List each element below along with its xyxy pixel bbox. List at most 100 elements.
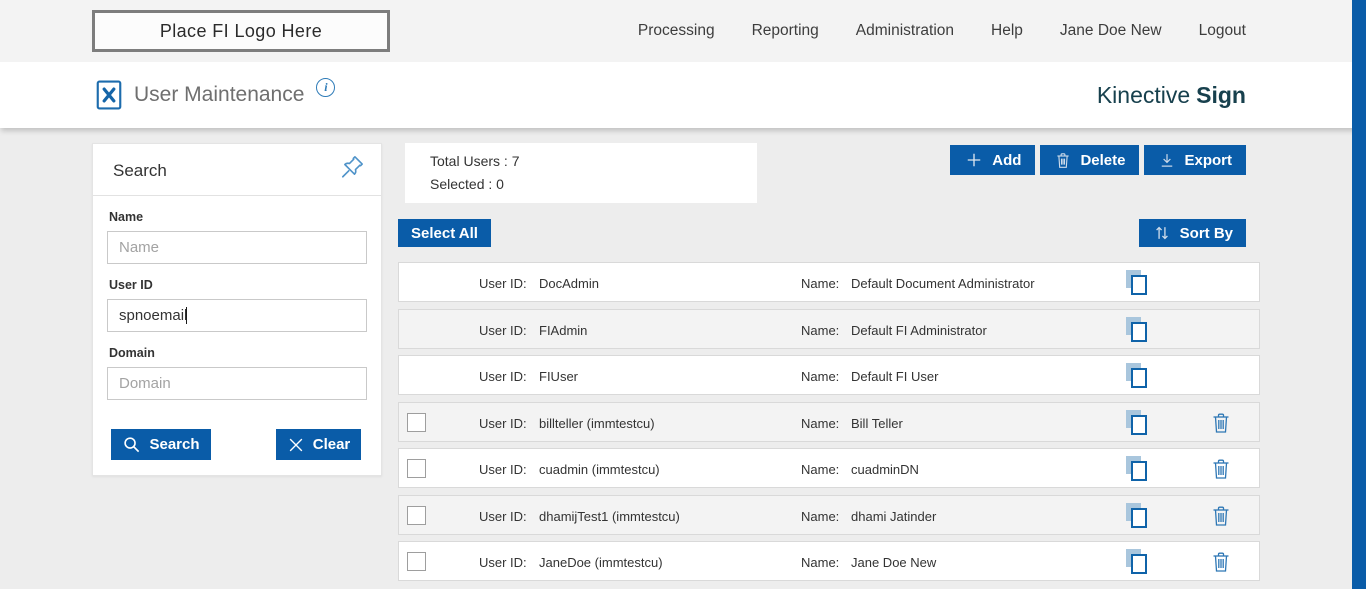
selected-value: 0 — [496, 176, 504, 192]
user-name-value: Default FI Administrator — [851, 322, 987, 338]
total-users-label: Total Users : — [430, 153, 508, 169]
nav-item-user-name[interactable]: Jane Doe New — [1059, 22, 1162, 39]
text-caret — [186, 307, 187, 324]
top-bar: Place FI Logo Here Processing Reporting … — [0, 0, 1366, 62]
user-id-value: FIAdmin — [539, 322, 588, 338]
sort-arrows-icon — [1152, 223, 1172, 243]
nav-item-administration[interactable]: Administration — [855, 22, 955, 39]
select-all-button[interactable]: Select All — [398, 219, 491, 247]
brand-bold: Sign — [1196, 81, 1246, 108]
copy-icon-front — [1131, 414, 1147, 435]
user-id-value: cuadmin (immtestcu) — [539, 462, 660, 477]
table-row: User ID: DocAdmin Name: Default Document… — [398, 262, 1260, 302]
user-id-value: JaneDoe (immtestcu) — [539, 555, 663, 570]
nav-item-reporting[interactable]: Reporting — [751, 22, 819, 39]
userid-field-group: User ID — [107, 278, 367, 332]
close-icon — [287, 436, 305, 454]
delete-user-trash-icon[interactable] — [1209, 550, 1233, 574]
copy-user-icon[interactable] — [1126, 456, 1150, 482]
user-id-label: User ID: — [479, 276, 527, 291]
trash-icon — [1054, 151, 1072, 170]
user-name-value: cuadminDN — [851, 462, 919, 477]
user-id-label: User ID: — [479, 322, 527, 338]
user-name-label: Name: — [801, 462, 840, 477]
user-name-label: Name: — [801, 369, 840, 384]
table-row: User ID: FIAdmin Name: Default FI Admini… — [398, 308, 1260, 349]
delete-user-trash-icon[interactable] — [1209, 457, 1233, 481]
user-name-label: Name: — [801, 555, 840, 570]
search-panel-title: Search — [113, 161, 167, 180]
row-checkbox[interactable] — [407, 552, 426, 571]
user-name-label: Name: — [801, 276, 840, 291]
copy-user-icon[interactable] — [1126, 502, 1150, 529]
row-checkbox[interactable] — [407, 459, 426, 478]
user-name-value: Default FI User — [851, 369, 939, 384]
user-id-label: User ID: — [479, 555, 527, 570]
scrollbar[interactable] — [1352, 0, 1366, 589]
user-actions-toolbar: Add Delete Export — [950, 145, 1246, 175]
row-checkbox[interactable] — [407, 505, 426, 525]
copy-icon-front — [1131, 321, 1147, 342]
copy-user-icon[interactable] — [1126, 270, 1150, 296]
search-button[interactable]: Search — [111, 429, 211, 460]
domain-field-label: Domain — [109, 346, 155, 360]
copy-user-icon[interactable] — [1126, 316, 1150, 343]
user-list: User ID: DocAdmin Name: Default Document… — [398, 262, 1260, 588]
export-button[interactable]: Export — [1144, 145, 1246, 175]
delete-user-trash-icon[interactable] — [1209, 504, 1233, 528]
page-title: User Maintenance — [134, 83, 305, 106]
plus-icon — [964, 150, 984, 170]
user-name-value: Jane Doe New — [851, 555, 937, 570]
add-button[interactable]: Add — [950, 145, 1036, 175]
user-id-value: dhamijTest1 (immtestcu) — [539, 508, 680, 524]
sort-by-button[interactable]: Sort By — [1138, 219, 1246, 247]
brand-logo: Kinective Sign — [1097, 62, 1246, 128]
summary-box: Total Users : 7 Selected : 0 — [405, 143, 757, 203]
search-panel: Search Name User ID Domain — [92, 143, 382, 476]
user-id-label: User ID: — [479, 415, 527, 431]
clear-button[interactable]: Clear — [276, 429, 361, 460]
delete-button[interactable]: Delete — [1040, 145, 1140, 175]
copy-icon-front — [1131, 507, 1147, 528]
user-id-label: User ID: — [479, 508, 527, 524]
info-icon[interactable]: i — [316, 77, 336, 97]
row-checkbox[interactable] — [407, 412, 426, 432]
user-id-label: User ID: — [479, 369, 527, 384]
main-nav: Processing Reporting Administration Help… — [638, 0, 1246, 62]
delete-user-trash-icon[interactable] — [1209, 411, 1233, 435]
fi-logo-placeholder: Place FI Logo Here — [92, 10, 390, 52]
name-input[interactable] — [107, 231, 367, 264]
copy-icon-front — [1131, 275, 1147, 295]
domain-input[interactable] — [107, 367, 367, 400]
table-row: User ID: cuadmin (immtestcu) Name: cuadm… — [398, 448, 1260, 488]
table-row: User ID: dhamijTest1 (immtestcu) Name: d… — [398, 494, 1260, 535]
copy-icon-front — [1131, 461, 1147, 481]
table-row: User ID: FIUser Name: Default FI User — [398, 355, 1260, 395]
userid-input[interactable] — [107, 299, 367, 332]
user-name-label: Name: — [801, 508, 840, 524]
pin-icon[interactable] — [339, 154, 365, 180]
search-icon — [122, 435, 141, 454]
table-row: User ID: JaneDoe (immtestcu) Name: Jane … — [398, 541, 1260, 581]
copy-icon-front — [1131, 554, 1147, 574]
user-name-value: dhami Jatinder — [851, 508, 937, 524]
selected-label: Selected : — [430, 176, 493, 192]
nav-item-processing[interactable]: Processing — [637, 22, 715, 39]
fi-logo-text: Place FI Logo Here — [159, 20, 323, 41]
user-id-value: billteller (immtestcu) — [539, 415, 655, 431]
user-name-value: Default Document Administrator — [851, 276, 1035, 291]
name-field-group: Name — [107, 210, 367, 264]
domain-field-group: Domain — [107, 346, 367, 400]
copy-user-icon[interactable] — [1126, 549, 1150, 575]
user-name-label: Name: — [801, 322, 840, 338]
user-id-value: FIUser — [539, 369, 578, 384]
user-name-value: Bill Teller — [851, 415, 903, 431]
name-field-label: Name — [109, 210, 144, 224]
user-id-value: DocAdmin — [539, 276, 599, 291]
nav-item-logout[interactable]: Logout — [1198, 22, 1246, 39]
copy-user-icon[interactable] — [1126, 409, 1150, 436]
page-header: User Maintenance i Kinective Sign — [0, 62, 1366, 128]
copy-icon-front — [1131, 368, 1147, 388]
nav-item-help[interactable]: Help — [991, 22, 1023, 39]
copy-user-icon[interactable] — [1126, 363, 1150, 389]
